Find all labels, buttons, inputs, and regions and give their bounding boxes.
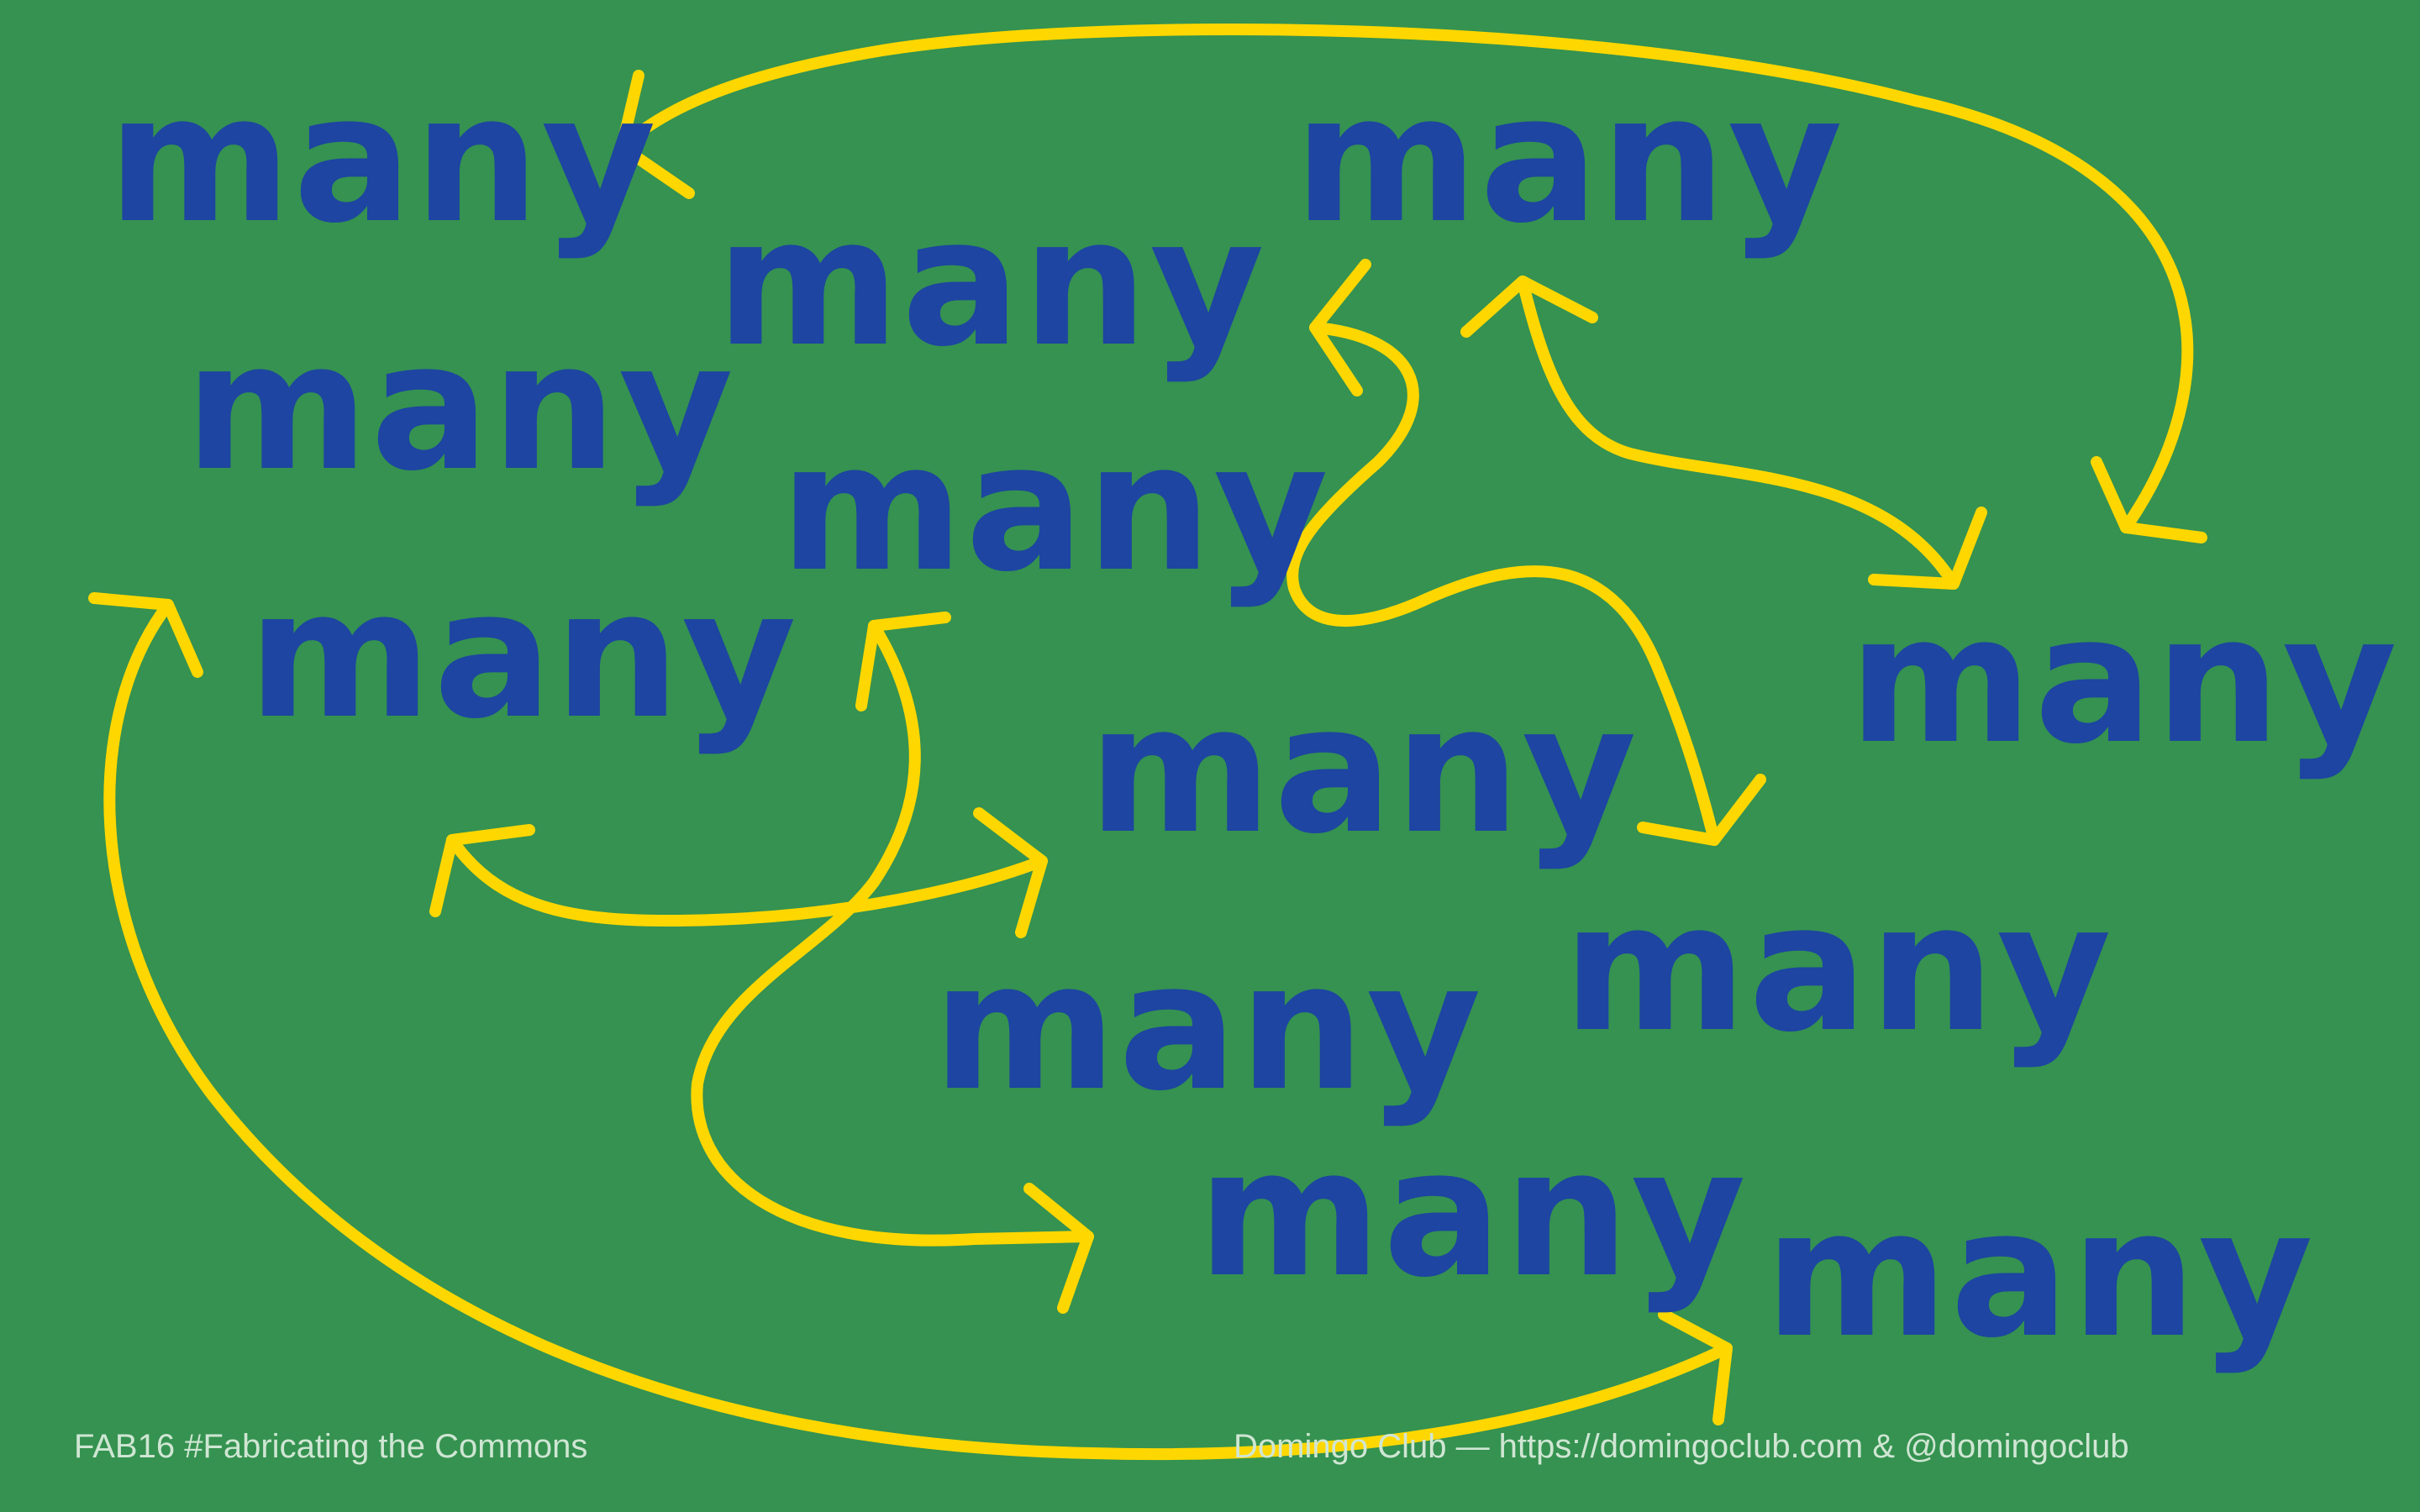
arrow-middle-cross-a [446,834,1048,927]
many-word-5: many [780,405,1330,611]
arrowhead-upper-middle [1309,259,1371,396]
many-word-4: many [185,304,735,510]
many-word-6: many [248,552,798,758]
arrowhead-bottom-right [1658,1309,1733,1425]
arrow-upper-right [1517,276,1960,590]
arrow-wavy-middle [1286,322,1720,846]
arrow-top-arc [616,24,2194,533]
arrow-middle-cross-b [691,620,1094,1247]
arrowhead-top-left [616,70,695,199]
many-word-12: many [1765,1171,2315,1377]
many-word-9: many [1563,865,2113,1071]
arrowhead-right-side [2091,456,2207,543]
arrowhead-middle-right [973,807,1048,938]
arrowhead-right-many [1868,507,1987,590]
many-word-2: many [1294,56,1844,262]
many-word-8: many [1088,667,1639,873]
many-word-3: many [716,180,1266,386]
arrowhead-lower-right [1637,774,1766,846]
arrowhead-left-top [88,592,203,678]
arrowhead-top-center [1460,276,1598,338]
many-word-11: many [1197,1110,1748,1316]
many-word-10: many [933,924,1483,1130]
many-word-7: many [1849,577,2399,783]
arrow-left-big-arc [103,599,1733,1461]
arrowhead-center-bottom [1023,1183,1094,1314]
footer-credits: Domingo Club — https://domingoclub.com &… [1234,1428,2129,1465]
arrowhead-center-top [855,612,951,711]
many-word-1: many [108,56,658,262]
arrowhead-middle-left [429,824,535,917]
footer-event-label: FAB16 #Fabricating the Commons [74,1428,588,1465]
